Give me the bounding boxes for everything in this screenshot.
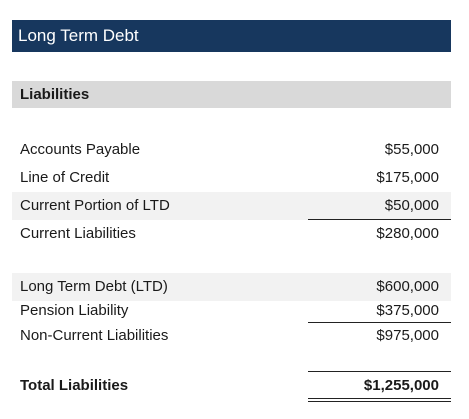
row-label: Total Liabilities: [20, 377, 129, 394]
row-label: Accounts Payable: [20, 141, 141, 158]
table-row-long-term-debt: Long Term Debt (LTD) $600,000: [12, 273, 451, 301]
table-row-line-of-credit: Line of Credit $175,000: [12, 164, 451, 192]
table-row-pension-liability: Pension Liability $375,000: [12, 297, 451, 325]
row-value: $375,000: [376, 302, 439, 319]
table-row-non-current-liabilities: Non-Current Liabilities $975,000: [12, 322, 451, 350]
subtotal-rule: [308, 322, 451, 323]
table-row-accounts-payable: Accounts Payable $55,000: [12, 136, 451, 164]
row-value: $50,000: [384, 197, 439, 214]
row-value: $600,000: [376, 278, 439, 295]
subtotal-rule: [308, 219, 451, 220]
sheet-title: Long Term Debt: [12, 20, 451, 52]
row-label: Long Term Debt (LTD): [20, 278, 168, 295]
row-value: $975,000: [376, 327, 439, 344]
table-row-current-liabilities: Current Liabilities $280,000: [12, 220, 451, 248]
total-double-rule: [308, 398, 451, 402]
row-value: $55,000: [384, 141, 439, 158]
row-label: Line of Credit: [20, 169, 110, 186]
liabilities-header: Liabilities: [12, 81, 451, 108]
row-value: $280,000: [376, 225, 439, 242]
row-label: Current Portion of LTD: [20, 197, 170, 214]
total-rule: [308, 371, 451, 372]
table-row-total-liabilities: Total Liabilities $1,255,000: [12, 372, 451, 400]
row-label: Non-Current Liabilities: [20, 327, 169, 344]
table-row-current-portion-ltd: Current Portion of LTD $50,000: [12, 192, 451, 220]
row-label: Pension Liability: [20, 302, 129, 319]
row-label: Current Liabilities: [20, 225, 136, 242]
row-value: $175,000: [376, 169, 439, 186]
row-value: $1,255,000: [363, 377, 439, 394]
